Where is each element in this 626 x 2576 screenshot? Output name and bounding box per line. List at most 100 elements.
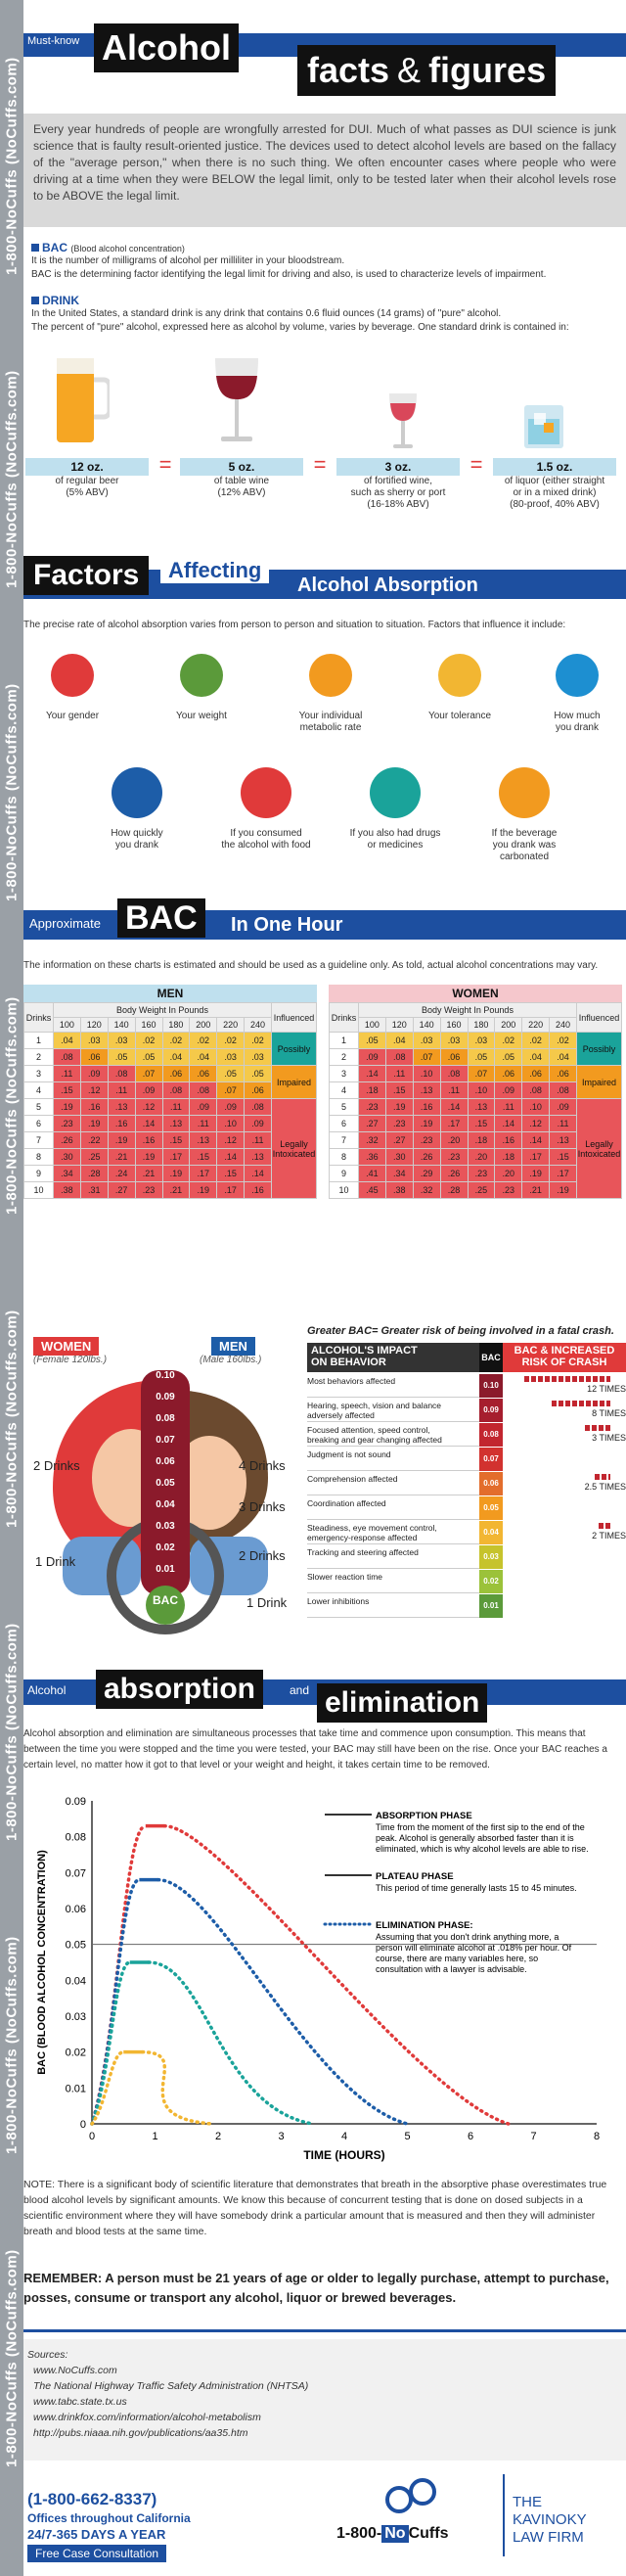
table-cell: .04 [189,1048,218,1066]
footer-days: 24/7-365 DAYS A YEAR [27,2527,166,2542]
influenced-header: Influenced [576,1002,622,1033]
table-cell: 6 [23,1115,54,1132]
table-cell: .08 [384,1048,414,1066]
drink-line1: In the United States, a standard drink i… [31,308,502,319]
table-cell: .45 [358,1181,386,1199]
men-rows-table: MEN Drinks Body Weight In Pounds Influenced… [23,985,317,1199]
factor-label: you drank [556,722,599,733]
impact-row: Comprehension affected [307,1472,479,1495]
y-tick-label: 0.07 [66,1867,86,1879]
y-tick-label: 0.06 [66,1904,86,1915]
gauge-tick: 0.04 [156,1499,175,1510]
factor-item: How much you drank [528,646,626,734]
right-label-3: 3 Drinks [239,1499,286,1514]
carbonated-drink-icon [499,767,550,818]
table-cell: .32 [358,1131,386,1149]
table-cell: .23 [134,1181,163,1199]
table-cell: .27 [107,1181,136,1199]
drink-oz: 3 oz. [336,458,460,476]
table-cell: .16 [134,1131,163,1149]
absorb-t2: absorption [96,1670,263,1709]
table-cell: .16 [494,1131,523,1149]
nocuffs-logo: 1-800- No Cuffs [336,2525,449,2543]
table-cell: .03 [216,1048,246,1066]
table-cell: .05 [467,1048,496,1066]
table-cell: .19 [549,1181,577,1199]
table-cell: .06 [79,1048,109,1066]
y-tick-label: 0.04 [66,1975,86,1987]
table-cell: .38 [384,1181,414,1199]
table-row: 1.04.03.03.02.02.02.02.02 Possibly [23,1032,317,1066]
table-cell: .16 [79,1098,109,1116]
table-row: 5.19.16.13.12.11.09.09.08 Legally Intoxica… [23,1098,317,1199]
weight-header: 160 [439,1017,469,1033]
gauge-tick: 0.07 [156,1435,175,1446]
table-row: 6.27.23.19.17.15.14.12.11 [329,1115,622,1132]
table-cell: .08 [53,1048,81,1066]
weight-header: 200 [189,1017,218,1033]
series-rise [90,1960,132,2126]
table-cell: .06 [161,1065,191,1082]
factors-header: Factors Affecting Alcohol Absorption [23,556,626,599]
bac-col-header: BAC [479,1343,503,1372]
series-rise [90,1823,148,2126]
impact-text: Slower reaction time [307,1572,383,1582]
x-tick-label: 8 [594,2131,600,2142]
metabolism-icon [309,654,352,697]
sidebar-phone: 1-800-NoCuffs (NoCuffs.com) [3,2249,21,2468]
table-cell: 2 [329,1048,359,1066]
table-cell: 1 [329,1032,359,1049]
table-row: 10.38.31.27.23.21.19.17.16 [23,1181,317,1199]
free-consultation-button[interactable]: Free Case Consultation [27,2545,167,2562]
table-cell: .15 [549,1148,577,1166]
footer-offices: Offices throughout California [27,2511,191,2525]
clock-icon [112,767,162,818]
source-item: www.tabc.state.tx.us [33,2396,127,2408]
table-cell: .32 [412,1181,441,1199]
table-cell: .11 [244,1131,272,1149]
factor-label: you drank [115,840,158,851]
remember-text: REMEMBER: A person must be 21 years of a… [23,2271,609,2305]
factor-item: Your gender [23,646,121,722]
factor-label: Your weight [176,711,227,721]
table-cell: .30 [53,1148,81,1166]
absorb-t4: elimination [317,1683,488,1723]
table-cell: .10 [521,1098,551,1116]
title-figures: figures [428,50,547,90]
table-cell: .08 [439,1065,469,1082]
table-cell: .27 [358,1115,386,1132]
table-cell: 7 [329,1131,359,1149]
bac-table: Drinks Body Weight In Pounds Influenced 100… [23,1002,317,1199]
table-cell: 3 [23,1065,54,1082]
risk-bar [585,1425,610,1431]
table-cell: .08 [549,1081,577,1099]
table-cell: .13 [467,1098,496,1116]
sidebar-phone: 1-800-NoCuffs (NoCuffs.com) [3,996,21,1216]
table-cell: .09 [244,1115,272,1132]
title-amp: & [397,50,422,90]
table-cell: .11 [53,1065,81,1082]
women-rows-table: WOMEN Drinks Body Weight In Pounds Influenc… [329,985,622,1199]
possibly-label: Possibly [271,1032,317,1066]
factor-item: If the beverage you drank was carbonated [475,763,573,863]
drink-desc: such as sherry or port [350,487,446,498]
beer-icon [57,358,110,442]
table-cell: 10 [23,1181,54,1199]
intro-box: Every year hundreds of people are wrongf… [23,114,626,227]
y-tick-label: 0.05 [66,1940,86,1952]
factor-label: Your gender [45,711,100,721]
table-cell: .18 [467,1131,496,1149]
table-cell: .25 [467,1181,496,1199]
table-cell: .20 [439,1131,469,1149]
legend-text: eliminated, which is why alcohol levels … [376,1844,589,1854]
weight-header: 180 [467,1017,496,1033]
table-cell: 9 [329,1165,359,1182]
bac-bulb-label: BAC [153,1593,178,1607]
table-cell: .15 [53,1081,81,1099]
table-cell: .02 [134,1032,163,1049]
table-cell: .10 [467,1081,496,1099]
table-cell: .17 [161,1148,191,1166]
table-cell: .08 [244,1098,272,1116]
y-tick-label: 0.09 [66,1796,86,1808]
bac-hour-note: The information on these charts is estim… [23,960,599,971]
